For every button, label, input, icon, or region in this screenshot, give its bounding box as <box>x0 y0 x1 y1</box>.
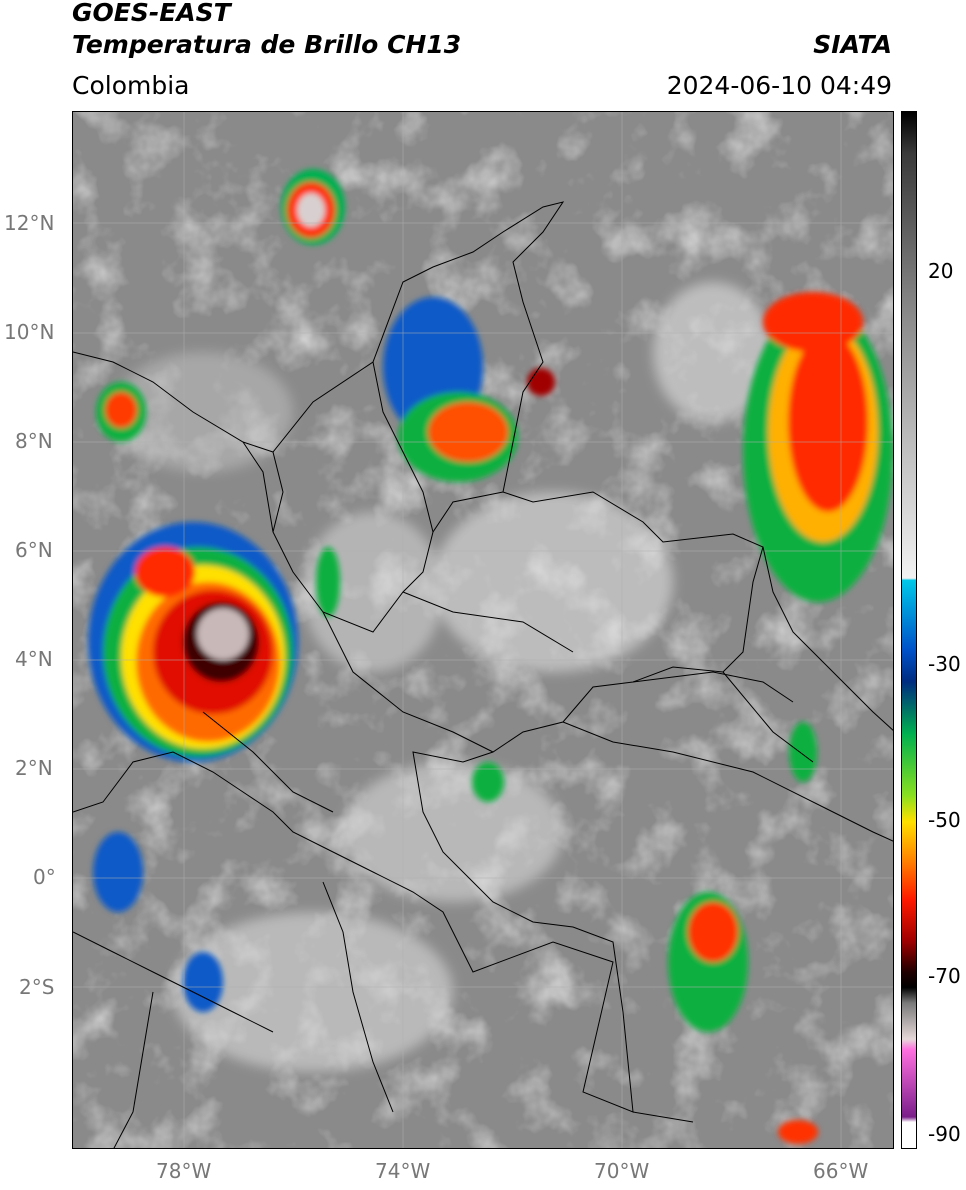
map-canvas <box>73 112 893 1148</box>
colorbar-tick-minus30: -30 <box>928 652 961 676</box>
colorbar-tick-20: 20 <box>928 259 954 283</box>
colorbar-tick-minus90: -90 <box>928 1122 961 1146</box>
lat-label-2n: 2°N <box>15 756 53 780</box>
lon-label-70w: 70°W <box>594 1159 650 1183</box>
lat-label-12n: 12°N <box>4 211 55 235</box>
timestamp-label: 2024-06-10 04:49 <box>666 71 892 100</box>
graticule <box>73 112 893 1148</box>
lat-label-10n: 10°N <box>4 320 55 344</box>
lat-label-2s: 2°S <box>19 975 55 999</box>
lat-label-6n: 6°N <box>15 538 53 562</box>
brand-label: SIATA <box>813 30 892 59</box>
title-line-1: GOES-EAST <box>72 0 231 27</box>
lon-label-78w: 78°W <box>156 1159 212 1183</box>
lon-label-66w: 66°W <box>813 1159 869 1183</box>
convective-cells <box>88 169 893 1144</box>
lat-label-8n: 8°N <box>15 429 53 453</box>
temperature-colorbar <box>901 111 917 1149</box>
region-label: Colombia <box>72 71 190 100</box>
lat-label-0: 0° <box>33 865 56 889</box>
warm-clouds <box>113 282 773 1072</box>
lat-label-4n: 4°N <box>15 647 53 671</box>
colorbar-tick-minus70: -70 <box>928 964 961 988</box>
colorbar-tick-minus50: -50 <box>928 808 961 832</box>
borders <box>73 201 893 1148</box>
lon-label-74w: 74°W <box>375 1159 431 1183</box>
satellite-map[interactable] <box>72 111 894 1149</box>
title-line-2: Temperatura de Brillo CH13 <box>72 30 462 59</box>
